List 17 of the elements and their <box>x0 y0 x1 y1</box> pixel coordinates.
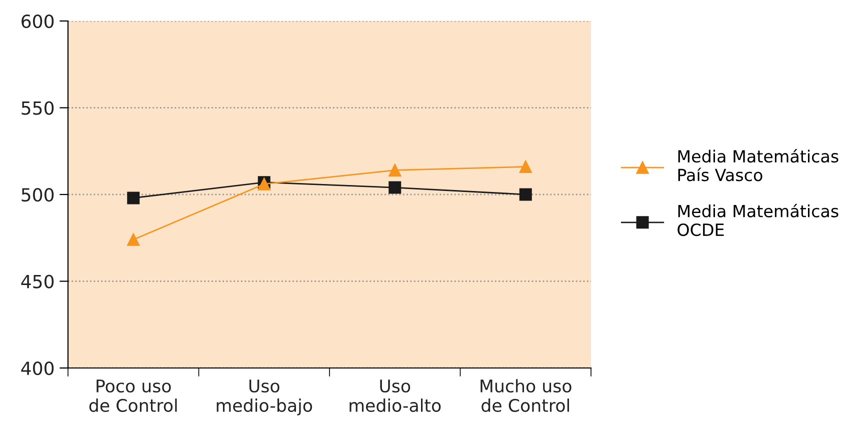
y-tick-label: 550 <box>22 101 54 115</box>
point <box>519 160 532 173</box>
legend-label: Media Matemáticas OCDE <box>678 204 838 236</box>
point <box>388 164 402 176</box>
point <box>519 188 532 201</box>
legend-label: Media Matemáticas País Vasco <box>678 149 838 182</box>
point <box>127 192 140 204</box>
x-tick-label: Mucho uso de Control <box>480 379 572 412</box>
x-tick-label: Uso medio-bajo <box>216 380 312 416</box>
point <box>127 233 140 246</box>
x-tick-label: Uso medio-alto <box>350 380 441 412</box>
x-tick-label: Poco uso de Control <box>89 380 177 412</box>
point <box>388 181 402 194</box>
y-tick-label: 400 <box>21 361 54 376</box>
y-tick-label: 500 <box>22 188 54 202</box>
y-tick-label: 450 <box>21 274 54 288</box>
y-tick-label: 600 <box>22 14 54 28</box>
